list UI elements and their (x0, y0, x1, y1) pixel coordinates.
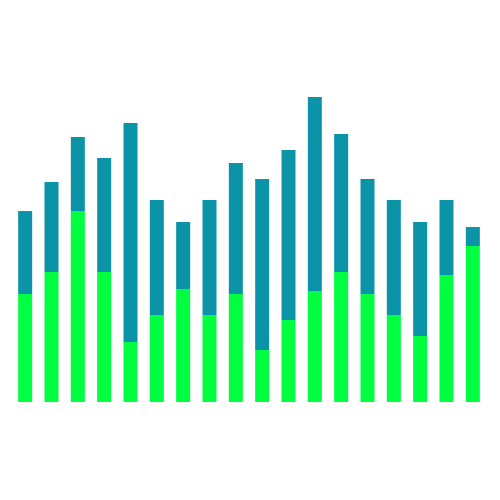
bar-segment (44, 272, 59, 402)
bar-segment (439, 200, 454, 275)
bar-segment (123, 342, 138, 402)
bar-segment (281, 320, 296, 402)
bar-segment (228, 163, 243, 294)
bar-segment (176, 222, 191, 289)
bar-segment (307, 291, 322, 402)
bar-segment (70, 211, 85, 402)
bar-segment (413, 336, 428, 402)
bar-segment (360, 294, 375, 402)
bar-segment (18, 211, 33, 294)
bar-segment (97, 272, 112, 402)
bar-segment (18, 294, 33, 402)
bar-segment (202, 315, 217, 402)
bar-segment (149, 315, 164, 402)
bar-segment (97, 158, 112, 272)
bar-segment (281, 150, 296, 320)
bar-segment (413, 222, 428, 336)
bar-segment (255, 179, 270, 350)
bar-segment (465, 246, 480, 402)
bar-segment (70, 137, 85, 211)
bar-segment (465, 227, 480, 246)
bar-segment (307, 97, 322, 291)
bar-segment (386, 200, 401, 315)
bar-segment (334, 134, 349, 272)
bar-segment (228, 294, 243, 402)
bar-segment (149, 200, 164, 315)
bar-segment (334, 272, 349, 402)
bar-segment (123, 123, 138, 342)
bar-segment (360, 179, 375, 294)
bar-segment (202, 200, 217, 315)
bar-segment (439, 275, 454, 402)
bar-segment (44, 182, 59, 272)
bar-segment (176, 289, 191, 402)
bar-segment (255, 350, 270, 402)
bar-segment (386, 315, 401, 402)
